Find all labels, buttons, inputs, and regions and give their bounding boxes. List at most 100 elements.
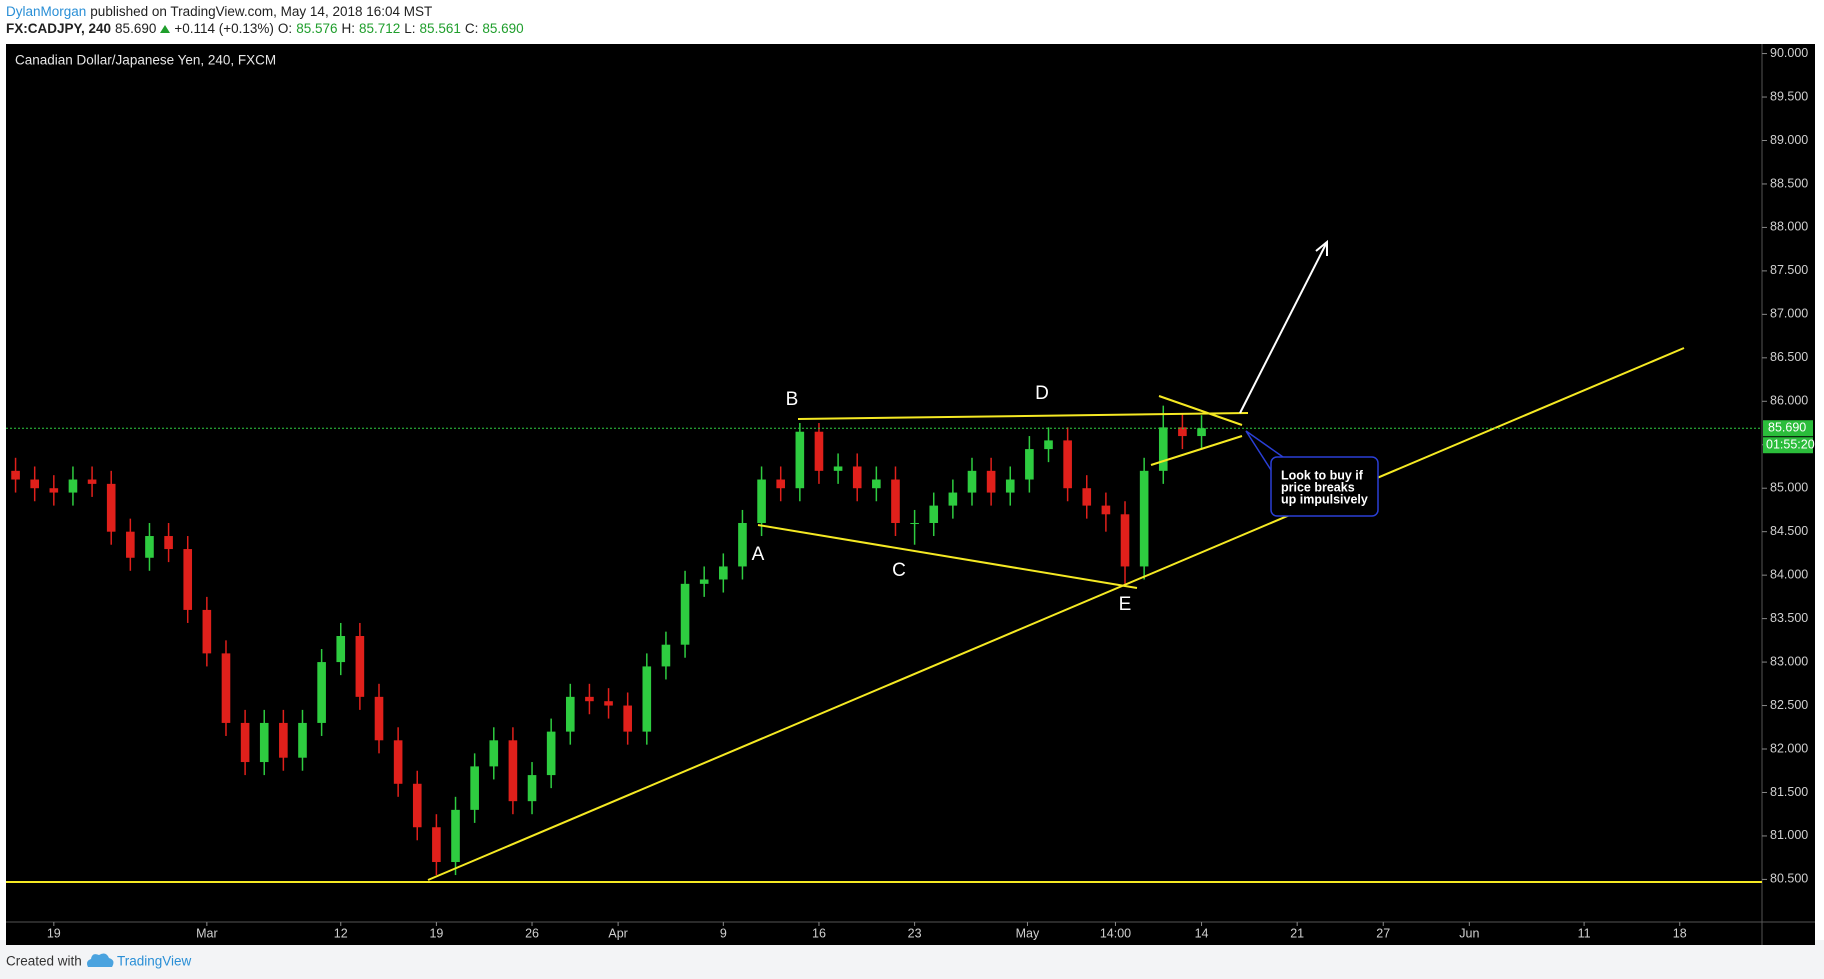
- candle-body: [145, 536, 154, 558]
- author[interactable]: DylanMorgan: [6, 4, 87, 19]
- wave-label: B: [786, 389, 799, 410]
- candle-body: [355, 635, 365, 697]
- candle-body: [680, 583, 690, 645]
- x-tick-label: 19: [47, 926, 61, 940]
- symbol: FX:CADJPY, 240: [6, 21, 112, 36]
- candle-body: [699, 579, 709, 584]
- candle-body: [776, 479, 786, 489]
- candle-body: [565, 696, 575, 732]
- wave-label: E: [1119, 594, 1132, 615]
- candle-body: [642, 666, 652, 732]
- timer-box: [1763, 437, 1813, 454]
- candle-body: [298, 722, 307, 758]
- published: published on TradingView.com, May 14, 20…: [90, 4, 433, 19]
- candle-body: [527, 775, 537, 802]
- candle-body: [585, 696, 594, 702]
- candle-body: [814, 431, 824, 471]
- x-tick-label: 9: [720, 926, 727, 940]
- candle-body: [986, 470, 996, 493]
- x-tick-label: Apr: [608, 926, 627, 940]
- candle-body: [49, 488, 59, 493]
- x-tick-label: Mar: [196, 926, 218, 940]
- x-tick-label: 16: [812, 926, 826, 940]
- y-tick-label: 83.000: [1770, 654, 1808, 668]
- footer-bar: [0, 940, 1824, 979]
- x-tick-label: 27: [1376, 926, 1390, 940]
- candle-body: [412, 783, 422, 828]
- candle-body: [910, 522, 919, 524]
- candle-body: [661, 644, 671, 667]
- candle-body: [719, 566, 728, 580]
- candle-body: [126, 531, 135, 558]
- triangle-lower: [1150, 435, 1243, 466]
- candle-body: [948, 492, 958, 506]
- candle-body: [833, 466, 843, 471]
- candle-body: [852, 466, 862, 489]
- timer-label: 01:55:20: [1766, 438, 1815, 452]
- y-tick-label: 81.500: [1770, 785, 1808, 799]
- candle-body: [240, 722, 250, 763]
- x-tick-label: 14:00: [1100, 926, 1131, 940]
- candle-body: [221, 653, 231, 723]
- candle-body: [393, 740, 403, 784]
- x-tick-label: Jun: [1459, 926, 1479, 940]
- candle-body: [604, 701, 613, 706]
- candle-body: [1197, 428, 1206, 437]
- callout-text: Look to buy if: [1281, 468, 1364, 482]
- candle-body: [183, 549, 193, 610]
- candle-body: [106, 483, 116, 532]
- wave-labels: A B C D E: [752, 383, 1132, 615]
- wave-label: C: [892, 560, 906, 581]
- candle-body: [623, 705, 632, 732]
- arrow: [1239, 239, 1328, 414]
- candle-body: [317, 662, 326, 723]
- ohlc-label: O:: [277, 21, 293, 36]
- candle-body: [795, 431, 805, 489]
- candle-body: [336, 635, 346, 663]
- chart-panel: [6, 44, 1815, 945]
- y-tick-label: 84.500: [1770, 524, 1808, 538]
- candle-body: [967, 470, 977, 493]
- ohlc-value: 85.561: [419, 21, 461, 36]
- y-tick-label: 88.500: [1770, 176, 1808, 190]
- candle-body: [164, 536, 173, 550]
- y-tick-label: 87.000: [1770, 307, 1808, 321]
- candle-body: [489, 740, 499, 767]
- up-icon: [160, 24, 171, 33]
- last-price-box: [1763, 420, 1813, 437]
- candle-body: [546, 731, 556, 776]
- candle-body: [929, 505, 939, 523]
- y-tick-label: 83.500: [1770, 611, 1808, 625]
- ohlc-value: 85.690: [482, 21, 524, 36]
- candle-body: [1178, 427, 1187, 437]
- y-tick-label: 82.500: [1770, 698, 1808, 712]
- candle-body: [738, 522, 747, 567]
- candle-body: [87, 479, 97, 484]
- header-row: FX:CADJPY, 240 85.690 +0.114 (+0.13%) O:…: [6, 20, 524, 37]
- x-tick-label: 18: [1673, 926, 1687, 940]
- b-d-line: [797, 412, 1249, 420]
- a-e-line: [757, 524, 1138, 589]
- arrow-shaft: [1239, 241, 1328, 414]
- candle-body: [1005, 479, 1015, 493]
- ohlc-label: C:: [464, 21, 479, 36]
- ohlc-value: 85.712: [358, 21, 401, 36]
- callout-text: price breaks: [1281, 480, 1355, 494]
- x-tick-label: 14: [1195, 926, 1209, 940]
- brand-logo: [87, 953, 114, 967]
- y-tick-label: 86.500: [1770, 350, 1808, 364]
- callout-pointer: [1245, 430, 1284, 471]
- candle-body: [1082, 488, 1092, 506]
- candle-body: [68, 479, 78, 493]
- arrow-head: [1315, 239, 1328, 256]
- header: DylanMorgan published on TradingView.com…: [6, 3, 524, 37]
- candle-body: [1120, 514, 1130, 567]
- wave-label: A: [752, 544, 765, 565]
- candle-body: [470, 766, 479, 810]
- candle-body: [872, 479, 881, 489]
- candle-body: [451, 809, 460, 863]
- y-tick-label: 88.000: [1770, 220, 1808, 234]
- candle-body: [1044, 440, 1053, 450]
- candle-body: [1158, 427, 1168, 471]
